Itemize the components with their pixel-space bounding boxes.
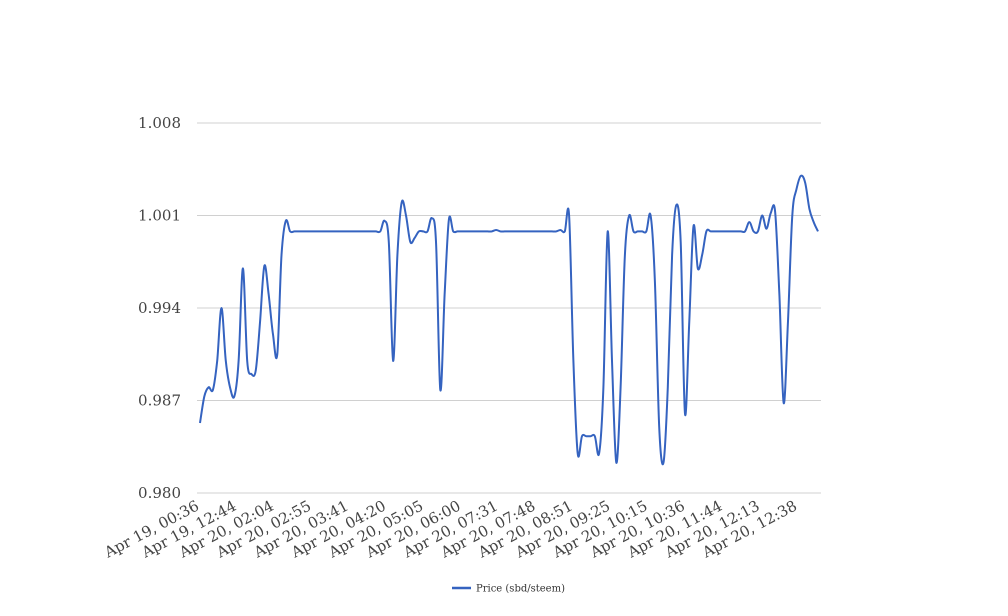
y-tick-label-2: 0.994 (138, 299, 181, 317)
y-axis-tick-labels: 0.980 0.987 0.994 1.001 1.008 (138, 114, 181, 502)
y-tick-label-0: 0.980 (138, 484, 181, 502)
legend-label-price: Price (sbd/steem) (476, 584, 565, 595)
series-line-0 (199, 174, 819, 466)
y-tick-label-3: 1.001 (138, 207, 181, 225)
y-tick-label-1: 0.987 (138, 392, 181, 410)
series-group (199, 174, 819, 466)
gridlines (197, 122, 821, 494)
legend[interactable]: Price (sbd/steem) (452, 584, 565, 595)
y-tick-label-4: 1.008 (138, 114, 181, 132)
